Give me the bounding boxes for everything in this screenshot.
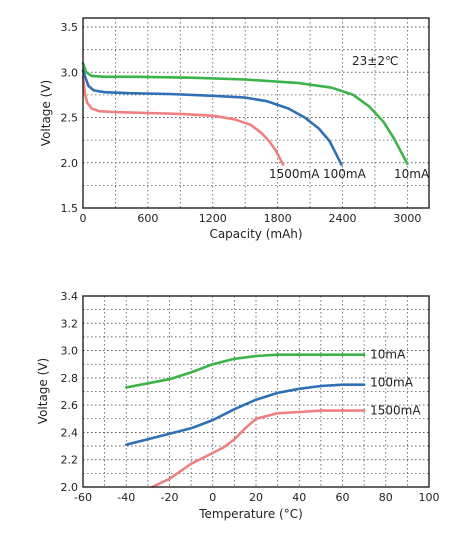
x-tick-label: -20: [161, 491, 179, 504]
y-tick-label: 2.8: [61, 372, 79, 385]
series-line-1500ma: [150, 409, 366, 489]
x-axis-label: Temperature (°C): [198, 507, 303, 521]
series-line-10ma: [125, 353, 366, 389]
grid: [83, 18, 429, 208]
y-tick-label: 2.5: [61, 112, 79, 125]
series-group: [125, 353, 366, 489]
y-tick-label: 3.2: [61, 317, 79, 330]
y-tick-label: 2.2: [61, 454, 79, 467]
x-tick-label: 60: [336, 491, 350, 504]
x-tick-label: 80: [379, 491, 393, 504]
y-tick-label: 2.6: [61, 399, 79, 412]
y-axis-label: Voltage (V): [39, 80, 53, 146]
series-label-100ma: 100mA: [370, 376, 414, 390]
series-labels: 10mA 100mA 1500mA: [370, 348, 421, 418]
chart-capacity-discharge: 1.5 2.0 2.5 3.0 3.5 0 600 1200 1800 2400 3000 Cap…: [39, 17, 430, 241]
chart-temperature: 2.0 2.2 2.4 2.6 2.8 3.0 3.2 3.4 -60 -40 -20 0 20 40 6…: [36, 290, 440, 521]
y-tick-label: 2.4: [61, 426, 79, 439]
y-tick-label: 3.0: [61, 66, 79, 79]
series-label-10ma: 10mA: [370, 348, 406, 362]
x-tick-label: 40: [292, 491, 306, 504]
y-tick-labels: 2.0 2.2 2.4 2.6 2.8 3.0 3.2 3.4: [61, 290, 79, 494]
series-line-10ma: [81, 61, 409, 165]
x-tick-label: 0: [209, 491, 216, 504]
series-line-100ma: [81, 69, 343, 166]
x-tick-label: 1800: [264, 212, 292, 225]
series-label-1500ma: 1500mA: [269, 167, 320, 181]
y-tick-label: 3.4: [61, 290, 79, 303]
plot-frame: [82, 295, 430, 488]
x-tick-label: 3000: [393, 212, 421, 225]
grid: [83, 296, 429, 487]
x-tick-label: 2400: [329, 212, 357, 225]
x-tick-label: -40: [117, 491, 135, 504]
y-tick-label: 1.5: [61, 202, 79, 215]
x-tick-label: 100: [419, 491, 440, 504]
x-tick-labels: 0 600 1200 1800 2400 3000: [80, 212, 422, 225]
x-tick-labels: -60 -40 -20 0 20 40 60 80 100: [74, 491, 439, 504]
y-tick-label: 3.0: [61, 345, 79, 358]
y-tick-label: 2.0: [61, 157, 79, 170]
y-tick-label: 2.0: [61, 481, 79, 494]
plot-frame: [82, 17, 430, 209]
y-tick-label: 3.5: [61, 21, 79, 34]
x-tick-label: 600: [137, 212, 158, 225]
series-label-100ma: 100mA: [323, 167, 367, 181]
series-line-100ma: [125, 383, 366, 446]
series-label-1500ma: 1500mA: [370, 404, 421, 418]
x-tick-label: 20: [249, 491, 263, 504]
x-tick-label: -60: [74, 491, 92, 504]
y-tick-labels: 1.5 2.0 2.5 3.0 3.5: [61, 21, 79, 215]
x-tick-label: 1200: [199, 212, 227, 225]
series-labels: 1500mA 100mA 10mA: [269, 167, 430, 181]
series-label-10ma: 10mA: [394, 167, 430, 181]
x-axis-label: Capacity (mAh): [209, 227, 302, 241]
y-axis-label: Voltage (V): [36, 358, 50, 424]
x-tick-label: 0: [80, 212, 87, 225]
series-group: [81, 61, 409, 166]
temperature-annotation: 23±2℃: [352, 54, 398, 68]
series-line-1500ma: [81, 75, 285, 166]
